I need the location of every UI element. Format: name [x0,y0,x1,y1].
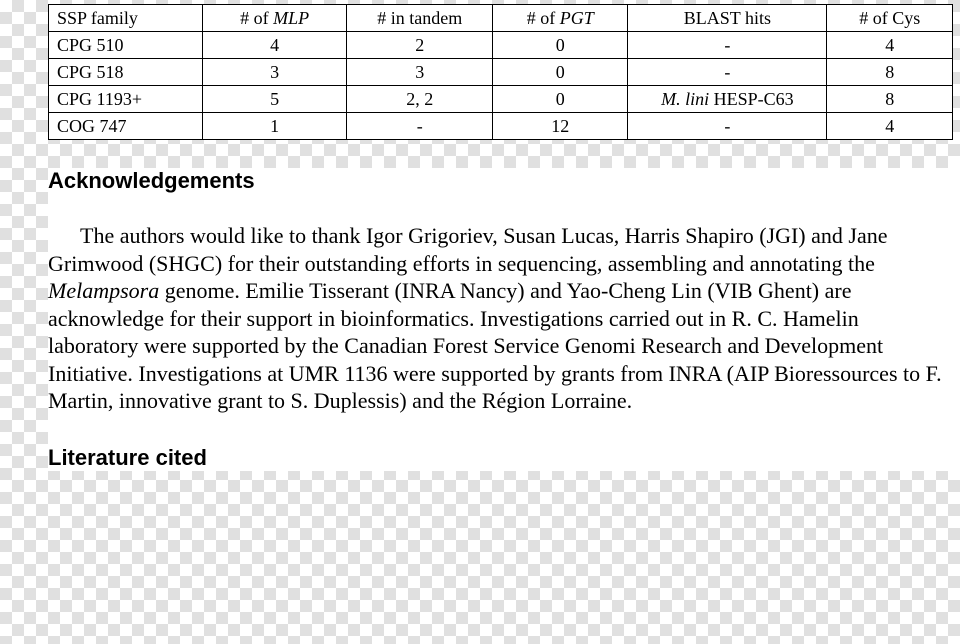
cell-ssp: COG 747 [49,113,203,140]
cell-pgt: 12 [493,113,628,140]
cell-mlp: 4 [203,32,347,59]
cell-blast: - [628,59,827,86]
cell-pgt: 0 [493,86,628,113]
cell-blast: M. lini HESP-C63 [628,86,827,113]
cell-tandem: - [347,113,493,140]
th-ssp: SSP family [49,5,203,32]
cell-ssp: CPG 518 [49,59,203,86]
ssp-table: SSP family # of MLP # in tandem # of PGT… [48,4,953,140]
cell-blast: - [628,32,827,59]
cell-blast: - [628,113,827,140]
table-header-row: SSP family # of MLP # in tandem # of PGT… [49,5,953,32]
page: SSP family # of MLP # in tandem # of PGT… [0,4,960,471]
th-cys: # of Cys [827,5,953,32]
table-row: CPG 510 4 2 0 - 4 [49,32,953,59]
lit-heading: Literature cited [48,445,952,471]
th-mlp: # of MLP [203,5,347,32]
th-blast: BLAST hits [628,5,827,32]
table-row: CPG 1193+ 5 2, 2 0 M. lini HESP-C63 8 [49,86,953,113]
cell-ssp: CPG 1193+ [49,86,203,113]
cell-mlp: 5 [203,86,347,113]
cell-tandem: 3 [347,59,493,86]
cell-cys: 4 [827,32,953,59]
cell-tandem: 2 [347,32,493,59]
cell-mlp: 3 [203,59,347,86]
th-pgt: # of PGT [493,5,628,32]
cell-ssp: CPG 510 [49,32,203,59]
text-content: Acknowledgements The authors would like … [48,168,960,471]
cell-cys: 4 [827,113,953,140]
cell-cys: 8 [827,86,953,113]
ack-paragraph: The authors would like to thank Igor Gri… [48,222,952,415]
cell-pgt: 0 [493,59,628,86]
cell-mlp: 1 [203,113,347,140]
table-row: CPG 518 3 3 0 - 8 [49,59,953,86]
th-tandem: # in tandem [347,5,493,32]
ack-heading: Acknowledgements [48,168,952,194]
cell-cys: 8 [827,59,953,86]
table-row: COG 747 1 - 12 - 4 [49,113,953,140]
cell-pgt: 0 [493,32,628,59]
cell-tandem: 2, 2 [347,86,493,113]
